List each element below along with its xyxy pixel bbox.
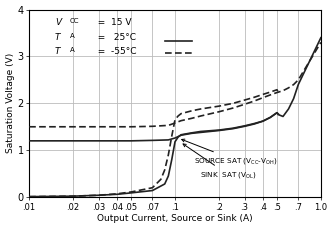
Text: A: A	[70, 47, 75, 53]
Text: =  -55°C: = -55°C	[92, 47, 137, 56]
Text: SINK  SAT (V$_{\mathregular{OL}}$): SINK SAT (V$_{\mathregular{OL}}$)	[183, 144, 257, 180]
Text: T: T	[55, 47, 60, 56]
Text: =   25°C: = 25°C	[92, 33, 136, 42]
X-axis label: Output Current, Source or Sink (A): Output Current, Source or Sink (A)	[97, 214, 253, 224]
Text: A: A	[70, 33, 75, 39]
Text: CC: CC	[70, 18, 79, 24]
Text: =  15 V: = 15 V	[92, 18, 132, 27]
Text: V: V	[55, 18, 61, 27]
Text: SOURCE SAT (V$_{\mathregular{CC}}$-V$_{\mathregular{OH}}$): SOURCE SAT (V$_{\mathregular{CC}}$-V$_{\…	[182, 139, 278, 166]
Text: T: T	[55, 33, 60, 42]
Y-axis label: Saturation Voltage (V): Saturation Voltage (V)	[6, 53, 15, 153]
